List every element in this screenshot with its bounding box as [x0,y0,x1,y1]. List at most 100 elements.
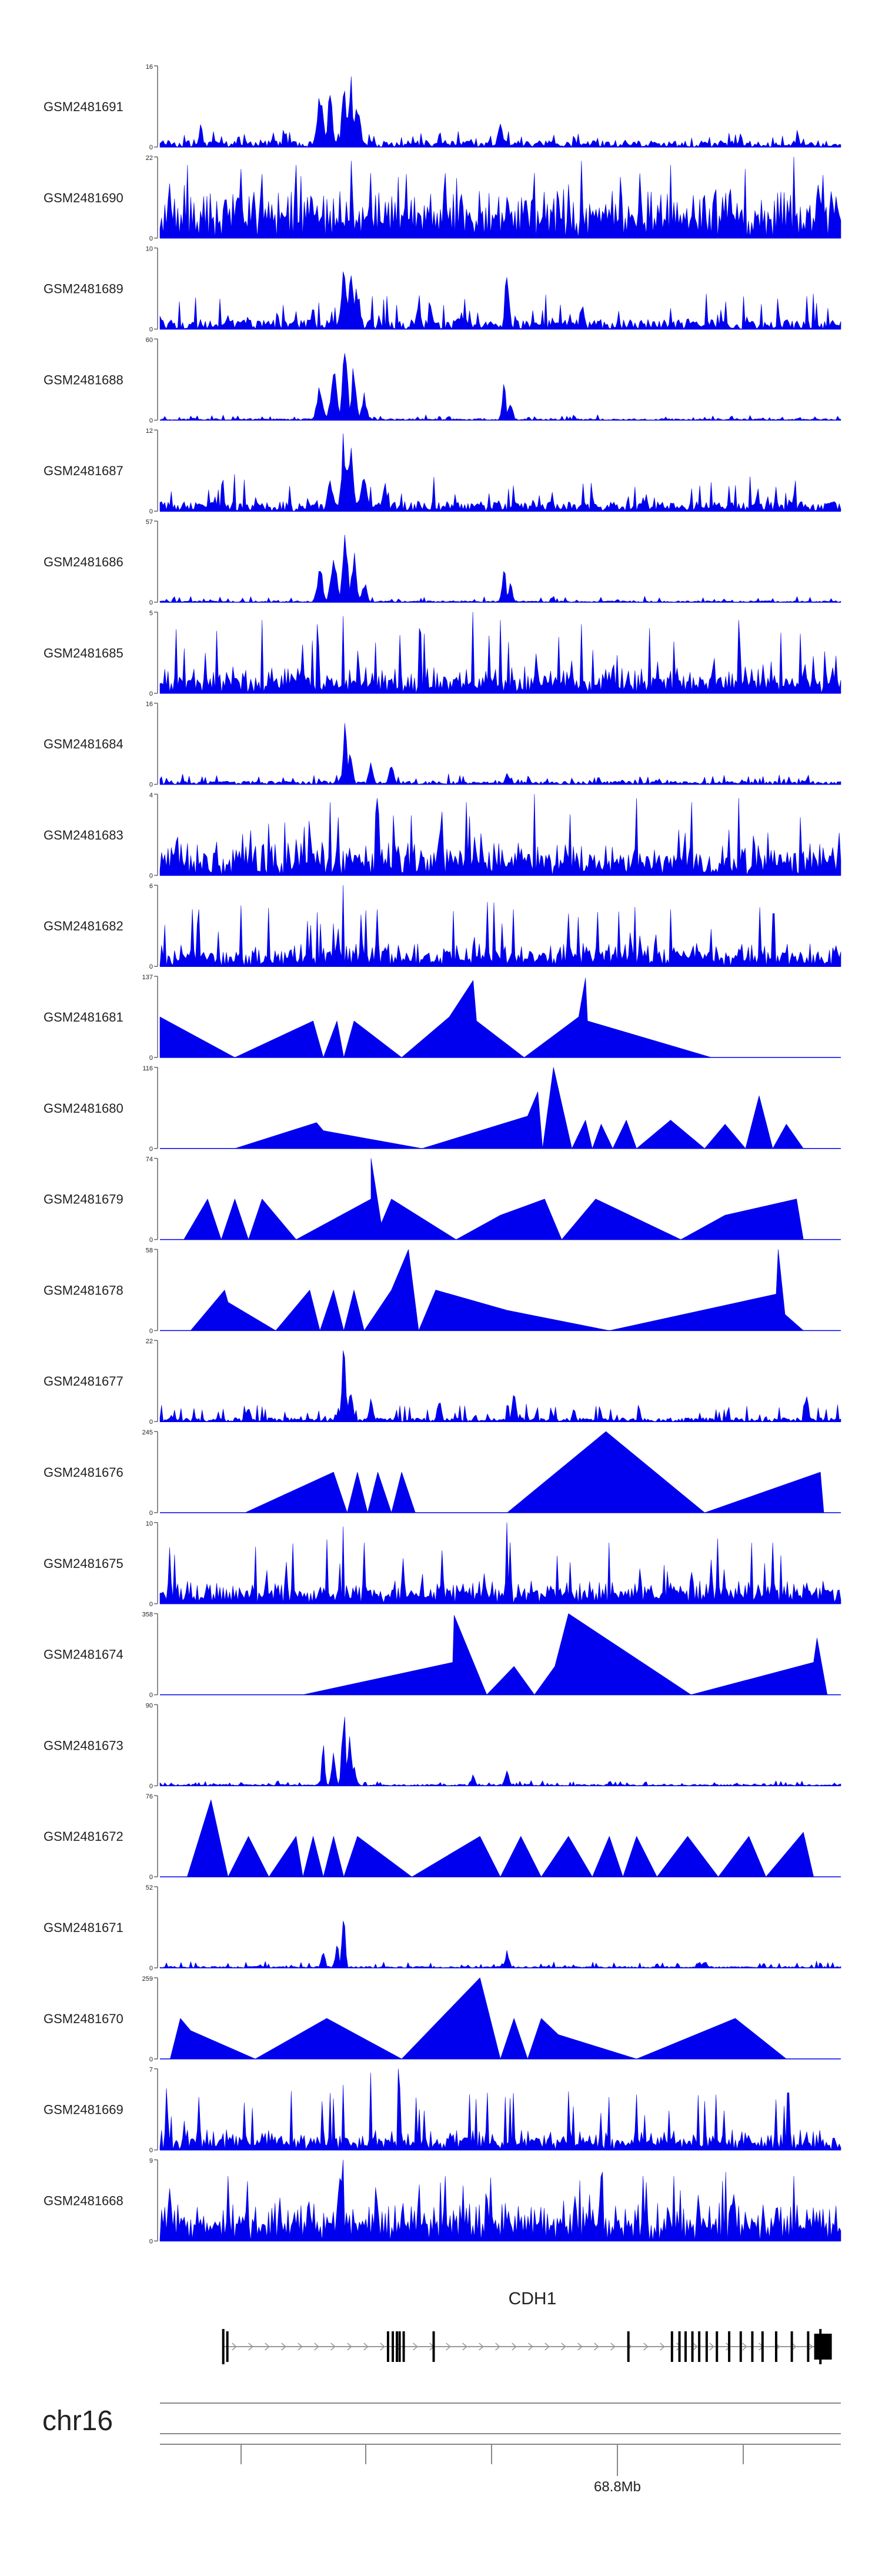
genome-axis: 68.8Mb [160,2444,841,2495]
strand-arrow [693,2343,698,2351]
exon [402,2331,405,2362]
y-max-label: 90 [146,1702,153,1709]
track-label: GSM2481670 [44,2011,123,2026]
strand-arrow [314,2343,319,2351]
y-min-label: 0 [149,599,153,606]
strand-arrow [709,2343,714,2351]
exon [395,2331,398,2362]
track-GSM2481679: GSM2481679 74 0 [44,1156,841,1244]
exon [627,2331,630,2362]
gene-name: CDH1 [509,2289,557,2308]
exon [386,2331,389,2362]
y-min-label: 0 [149,235,153,242]
track-GSM2481680: GSM2481680 116 0 [44,1065,841,1153]
y-min-label: 0 [149,1146,153,1153]
strand-arrow [528,2343,533,2351]
exon [684,2331,687,2362]
track-GSM2481688: GSM2481688 60 0 [44,336,841,424]
track-label: GSM2481673 [44,1738,123,1753]
strand-arrow [396,2343,402,2351]
y-min-label: 0 [149,963,153,970]
exon [790,2331,793,2362]
exon [222,2329,225,2364]
y-min-label: 0 [149,690,153,698]
track-GSM2481673: GSM2481673 90 0 [44,1702,841,1790]
strand-arrow [347,2343,352,2351]
strand-arrow [265,2343,270,2351]
y-max-label: 5 [149,610,153,617]
track-GSM2481682: GSM2481682 6 0 [44,883,841,970]
exon [226,2331,229,2362]
exon [670,2331,673,2362]
track-label: GSM2481691 [44,99,123,114]
track-GSM2481687: GSM2481687 12 0 [44,428,841,515]
coverage-area [159,433,841,512]
strand-arrow [330,2343,336,2351]
exon [716,2331,719,2362]
strand-arrow [363,2343,369,2351]
strand-arrow [594,2343,599,2351]
strand-arrow [610,2343,616,2351]
strand-arrow [512,2343,517,2351]
strand-arrow [281,2343,286,2351]
gene-track: CDH1 [222,2289,832,2364]
y-max-label: 245 [142,1429,153,1436]
coverage-tracks: GSM2481691160GSM2481690220GSM2481689100G… [44,64,841,2245]
track-GSM2481674: GSM2481674 358 0 [44,1611,841,1699]
exon [705,2331,708,2362]
y-max-label: 57 [146,519,153,526]
y-max-label: 16 [146,701,153,708]
track-GSM2481676: GSM2481676 245 0 [44,1429,841,1517]
track-label: GSM2481683 [44,827,123,842]
y-min-label: 0 [149,1692,153,1699]
y-max-label: 7 [149,2067,153,2074]
exon [432,2331,435,2362]
track-label: GSM2481672 [44,1829,123,1844]
track-label: GSM2481684 [44,737,123,752]
chromosome-label: chr16 [42,2405,113,2437]
y-max-label: 6 [149,883,153,890]
y-min-label: 0 [149,782,153,789]
strand-arrow [676,2343,681,2351]
y-max-label: 9 [149,2157,153,2164]
track-GSM2481668: GSM2481668 9 0 [44,2157,841,2245]
y-max-label: 74 [146,1156,153,1163]
track-label: GSM2481679 [44,1192,123,1207]
exon [691,2331,694,2362]
exon [678,2331,681,2362]
strand-arrow [561,2343,566,2351]
exon [739,2331,742,2362]
track-label: GSM2481688 [44,372,123,387]
exon [698,2331,701,2362]
y-max-label: 58 [146,1247,153,1254]
coverage-area [159,2068,841,2150]
track-label: GSM2481690 [44,191,123,205]
track-GSM2481671: GSM2481671 52 0 [44,1884,841,1972]
track-label: GSM2481682 [44,919,123,933]
y-max-label: 12 [146,428,153,435]
x-axis-tick-label: 68.8Mb [594,2479,641,2495]
y-min-label: 0 [149,1510,153,1517]
coverage-area [159,723,841,785]
y-max-label: 16 [146,64,153,71]
coverage-area [245,1431,824,1513]
strand-arrow [479,2343,484,2351]
y-max-label: 116 [142,1065,153,1072]
y-min-label: 0 [149,2056,153,2063]
track-GSM2481686: GSM2481686 57 0 [44,519,841,606]
strand-arrow [380,2343,385,2351]
y-min-label: 0 [149,872,153,879]
y-min-label: 0 [149,508,153,515]
track-label: GSM2481680 [44,1101,123,1116]
track-GSM2481677: GSM2481677 22 0 [44,1338,841,1426]
track-label: GSM2481671 [44,1920,123,1935]
y-min-label: 0 [149,2238,153,2245]
y-max-label: 10 [146,246,153,253]
coverage-area [190,1249,804,1331]
track-GSM2481678: GSM2481678 58 0 [44,1247,841,1334]
y-min-label: 0 [149,417,153,424]
coverage-area [187,1799,814,1877]
strand-arrow [495,2343,500,2351]
exon [761,2331,764,2362]
coverage-area [159,794,841,876]
